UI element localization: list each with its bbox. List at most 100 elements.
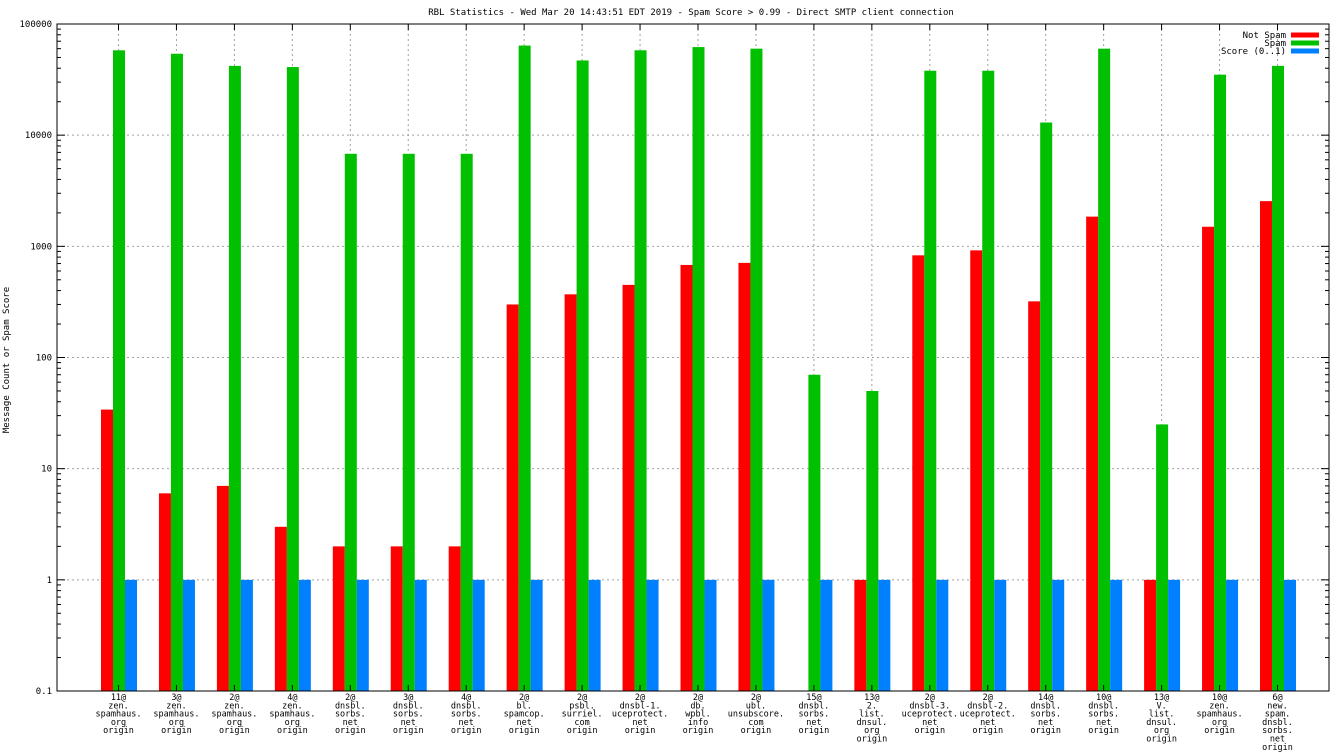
x-tick-label: 4@ zen. spamhaus. org origin <box>269 693 315 736</box>
bar-spam <box>866 390 879 691</box>
bar-score-0-1 <box>356 579 369 691</box>
bar-score-0-1 <box>530 579 543 691</box>
bar-not-spam <box>101 409 113 691</box>
axis-ticks: 0.1 1 10 100 1000 10000 100000 11@ zen. spamhaus.… <box>19 20 1329 753</box>
bar-spam <box>750 48 763 692</box>
x-tick-label: 3@ zen. spamhaus. org origin <box>153 693 199 736</box>
bar-score-0-1 <box>588 579 601 691</box>
bar-spam <box>692 47 705 692</box>
bar-spam <box>344 153 357 692</box>
y-tick-label: 100 <box>36 354 52 364</box>
bar-score-0-1 <box>936 579 949 691</box>
x-tick-label: 13@ 2. list. dnsul. org origin <box>856 693 887 745</box>
y-tick-label: 10 <box>41 465 52 475</box>
bar-not-spam <box>216 485 229 691</box>
x-tick-label: 2@ dnsbl-2. uceprotect. net origin <box>960 693 1016 736</box>
bar-spam <box>1040 122 1053 692</box>
bar-not-spam <box>970 250 983 691</box>
bar-not-spam <box>332 546 345 691</box>
bar-score-0-1 <box>878 579 891 691</box>
x-tick-label: 2@ dnsbl-1. uceprotect. net origin <box>612 693 668 736</box>
x-tick-label: 10@ zen. spamhaus. org origin <box>1197 693 1243 736</box>
x-tick-label: 4@ dnsbl. sorbs. net origin <box>451 693 482 736</box>
bar-spam <box>170 53 183 691</box>
x-tick-label: 2@ db. wpbl. info origin <box>683 693 714 736</box>
bar-score-0-1 <box>240 579 253 691</box>
x-tick-label: 2@ dnsbl. sorbs. net origin <box>335 693 366 736</box>
bar-spam <box>1214 74 1227 691</box>
x-tick-label: 2@ zen. spamhaus. org origin <box>211 693 257 736</box>
bar-not-spam <box>158 493 171 691</box>
bar-spam <box>113 50 125 691</box>
x-tick-label: 2@ dnsbl-3. uceprotect. net origin <box>902 693 958 736</box>
bar-score-0-1 <box>1226 579 1239 691</box>
bar-score-0-1 <box>125 579 137 691</box>
x-tick-label: 13@ V. list. dnsul. org origin <box>1146 693 1177 745</box>
x-tick-label: 2@ ubl. unsubscore. com origin <box>728 693 784 736</box>
bar-spam <box>1098 48 1111 692</box>
bar-score-0-1 <box>762 579 775 691</box>
legend-label: Not Spam <box>1243 31 1286 41</box>
bar-score-0-1 <box>1284 579 1296 691</box>
y-tick-label: 10000 <box>25 131 52 141</box>
bar-score-0-1 <box>472 579 485 691</box>
bar-score-0-1 <box>1052 579 1065 691</box>
bar-score-0-1 <box>182 579 195 691</box>
bar-score-0-1 <box>298 579 311 691</box>
bar-not-spam <box>912 255 925 691</box>
bar-spam <box>982 70 995 692</box>
bar-spam <box>634 50 647 691</box>
bar-spam <box>808 374 821 691</box>
bar-spam <box>1156 424 1169 691</box>
x-tick-label: 6@ new. spam. dnsbl. sorbs. net origin <box>1262 693 1293 753</box>
bar-spam <box>924 70 937 692</box>
bar-not-spam <box>1086 216 1099 691</box>
x-tick-label: 14@ dnsbl. sorbs. net origin <box>1030 693 1061 736</box>
bar-score-0-1 <box>646 579 659 691</box>
bar-score-0-1 <box>704 579 717 691</box>
bar-not-spam <box>1144 579 1157 691</box>
legend-swatch <box>1291 48 1319 54</box>
chart-title: RBL Statistics - Wed Mar 20 14:43:51 EDT… <box>428 8 954 18</box>
bar-score-0-1 <box>414 579 427 691</box>
bar-score-0-1 <box>1110 579 1123 691</box>
x-tick-label: 2@ psbl. surriel. com origin <box>562 693 603 736</box>
y-tick-label: 0.1 <box>36 687 52 697</box>
bar-not-spam <box>1260 201 1272 691</box>
x-tick-label: 11@ zen. spamhaus. org origin <box>95 693 141 736</box>
bar-score-0-1 <box>994 579 1007 691</box>
x-tick-label: 10@ dnsbl. sorbs. net origin <box>1088 693 1119 736</box>
x-tick-label: 15@ dnsbl. sorbs. net origin <box>799 693 830 736</box>
legend-label: Spam <box>1264 39 1286 49</box>
y-tick-label: 1000 <box>30 242 52 252</box>
bar-not-spam <box>274 526 287 691</box>
bar-spam <box>1272 65 1284 691</box>
bar-score-0-1 <box>1168 579 1181 691</box>
bar-spam <box>576 60 589 692</box>
bar-not-spam <box>622 284 635 691</box>
bar-spam <box>402 153 415 692</box>
bar-not-spam <box>1028 301 1041 691</box>
bar-not-spam <box>390 546 403 691</box>
bar-not-spam <box>506 304 519 691</box>
y-tick-label: 100000 <box>19 20 52 30</box>
bar-not-spam <box>854 579 867 691</box>
bar-marks <box>101 45 1296 692</box>
bar-score-0-1 <box>820 579 833 691</box>
bar-not-spam <box>1202 226 1215 691</box>
bar-spam <box>228 65 241 691</box>
legend-label: Score (0..1) <box>1221 47 1286 57</box>
y-tick-label: 1 <box>47 576 52 586</box>
x-tick-label: 3@ dnsbl. sorbs. net origin <box>393 693 424 736</box>
y-axis-label: Message Count or Spam Score <box>2 287 12 433</box>
bar-spam <box>518 45 531 691</box>
legend-swatch <box>1291 32 1319 38</box>
bar-spam <box>286 67 299 691</box>
bar-not-spam <box>448 546 461 691</box>
x-tick-label: 2@ bl. spamcop. net origin <box>504 693 545 736</box>
bar-not-spam <box>564 294 577 691</box>
legend-swatch <box>1291 40 1319 46</box>
bar-not-spam <box>738 262 751 691</box>
